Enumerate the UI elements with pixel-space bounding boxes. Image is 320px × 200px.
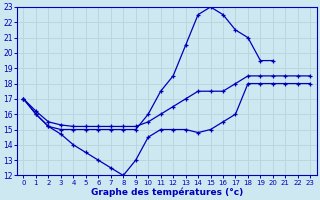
- X-axis label: Graphe des températures (°c): Graphe des températures (°c): [91, 187, 243, 197]
